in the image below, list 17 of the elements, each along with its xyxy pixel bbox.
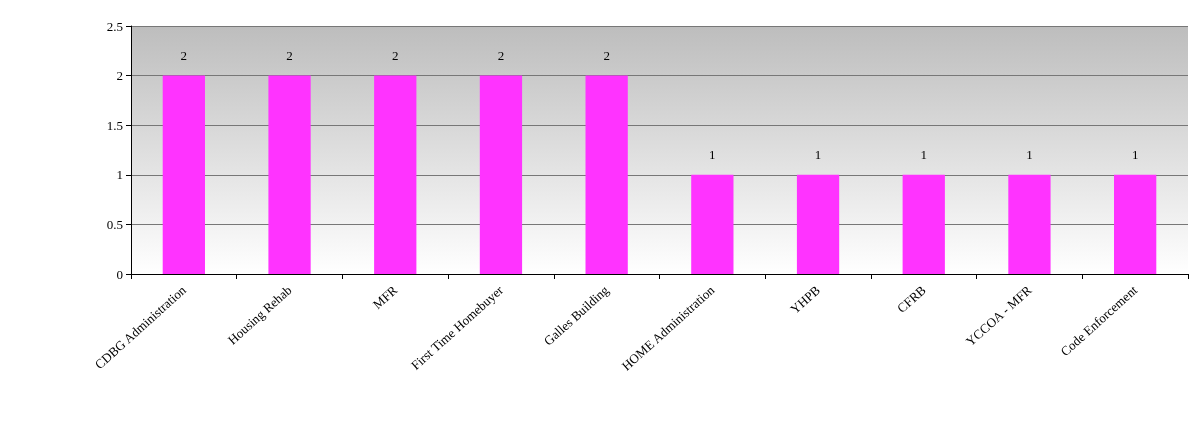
data-label: 1 [709,146,716,162]
data-label: 2 [603,47,610,63]
y-tick-label: 1.5 [106,117,123,133]
data-label: 2 [180,47,188,63]
y-tick-label: 2.5 [106,18,123,34]
y-tick-label: 0.5 [106,216,123,232]
y-tick-label: 0 [116,266,123,282]
data-label: 1 [920,146,927,162]
x-tick-label: MFR [369,282,401,312]
data-label: 2 [392,47,399,63]
data-label: 1 [1026,146,1033,162]
data-label: 2 [286,47,293,63]
data-label: 1 [814,146,822,162]
y-tick-label: 1 [116,167,123,183]
data-label: 2 [497,47,505,63]
data-label: 1 [1131,146,1139,162]
y-tick-label: 2 [116,68,123,84]
